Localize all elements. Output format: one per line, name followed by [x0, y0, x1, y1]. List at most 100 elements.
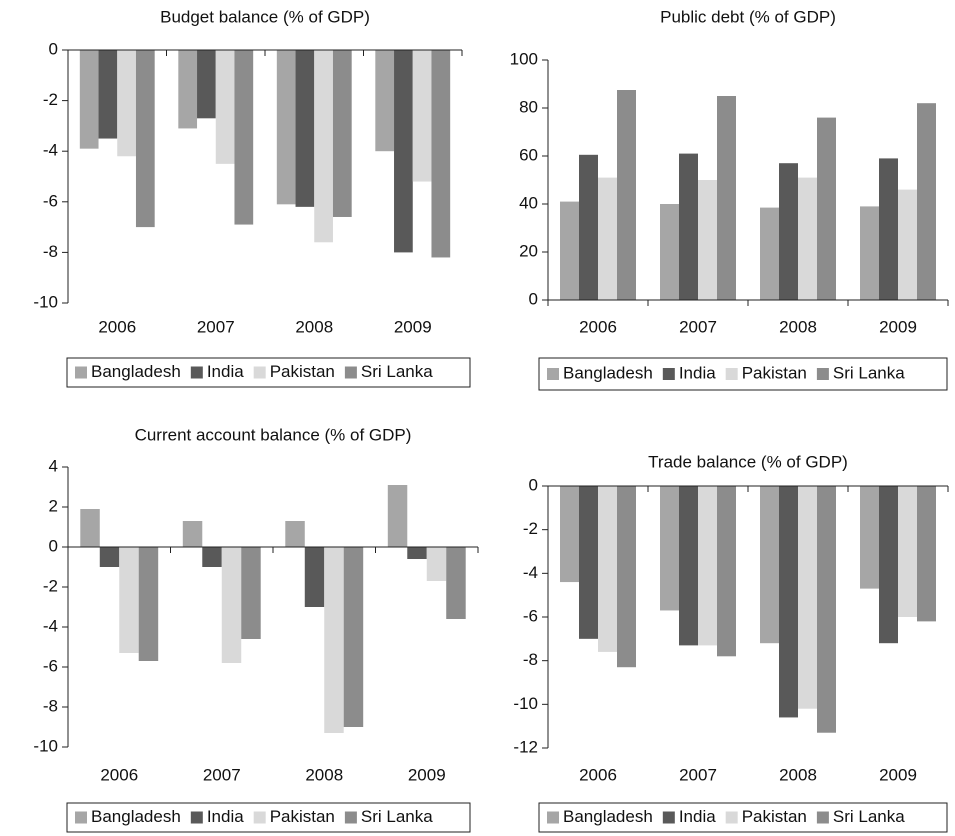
- y-tick-label: -6: [43, 191, 58, 210]
- bar: [182, 521, 203, 547]
- legend-label: Bangladesh: [91, 807, 181, 826]
- legend-swatch: [547, 811, 559, 824]
- bar: [717, 486, 736, 657]
- bar: [679, 486, 698, 646]
- legend-swatch: [344, 366, 357, 379]
- x-tick-label: 2008: [295, 317, 333, 336]
- legend-label: Pakistan: [270, 807, 335, 826]
- bar: [215, 50, 235, 164]
- legend-swatch: [816, 368, 829, 380]
- y-tick-label: 100: [510, 49, 538, 68]
- legend-box: [538, 802, 948, 833]
- y-tick-label: -10: [513, 694, 538, 713]
- y-tick-label: -8: [43, 242, 58, 261]
- bar: [879, 158, 898, 300]
- x-tick-label: 2009: [879, 765, 917, 784]
- bar: [917, 486, 936, 622]
- legend-label: Pakistan: [742, 363, 807, 382]
- bar: [304, 547, 325, 607]
- x-tick-label: 2008: [779, 317, 817, 336]
- bar: [698, 486, 717, 646]
- bar: [394, 50, 413, 253]
- legend-swatch: [816, 811, 829, 824]
- bar: [860, 486, 879, 589]
- chart-title: Budget balance (% of GDP): [160, 7, 370, 26]
- x-tick-label: 2009: [879, 317, 917, 336]
- legend-swatch: [344, 811, 357, 824]
- chart-title: Current account balance (% of GDP): [135, 425, 412, 444]
- bar: [426, 547, 447, 581]
- legend-label: India: [207, 362, 244, 381]
- legend-swatch: [75, 366, 87, 379]
- bar: [178, 50, 198, 129]
- y-tick-label: 0: [529, 475, 538, 494]
- x-tick-label: 2007: [197, 317, 235, 336]
- legend-swatch: [190, 811, 203, 824]
- bar: [285, 521, 305, 547]
- bar: [431, 50, 451, 258]
- legend-label: Bangladesh: [563, 807, 653, 826]
- legend-swatch: [662, 368, 675, 380]
- bar: [898, 486, 917, 617]
- bar: [99, 547, 120, 567]
- bar: [221, 547, 242, 663]
- legend-swatch: [253, 366, 266, 379]
- x-tick-label: 2006: [100, 765, 138, 784]
- y-tick-label: 0: [49, 39, 58, 58]
- x-tick-label: 2006: [98, 317, 136, 336]
- y-tick-label: 0: [529, 289, 538, 308]
- bar: [332, 50, 352, 217]
- legend-swatch: [190, 366, 203, 379]
- bar: [898, 189, 917, 300]
- legend-label: Sri Lanka: [361, 362, 433, 381]
- chart-title: Trade balance (% of GDP): [648, 452, 848, 471]
- bar: [617, 486, 636, 668]
- y-tick-label: -8: [43, 696, 58, 715]
- bar: [760, 486, 779, 644]
- x-tick-label: 2009: [408, 765, 446, 784]
- bar: [798, 177, 817, 300]
- x-tick-label: 2006: [579, 317, 617, 336]
- bar: [241, 547, 261, 639]
- legend-box: [66, 357, 471, 388]
- legend-box: [66, 802, 471, 833]
- bar: [295, 50, 315, 207]
- y-tick-label: -10: [33, 292, 58, 311]
- bar: [412, 50, 432, 182]
- y-tick-label: 2: [49, 496, 58, 515]
- y-tick-label: 20: [519, 241, 538, 260]
- bar: [119, 547, 139, 653]
- bar: [80, 509, 100, 547]
- bar: [197, 50, 216, 119]
- bar: [817, 117, 836, 300]
- y-tick-label: -10: [33, 736, 58, 755]
- bar: [560, 486, 579, 583]
- legend-label: India: [679, 363, 716, 382]
- y-tick-label: 40: [519, 193, 538, 212]
- y-tick-label: -8: [523, 650, 538, 669]
- bar: [698, 180, 717, 300]
- x-tick-label: 2008: [305, 765, 343, 784]
- x-tick-label: 2006: [579, 765, 617, 784]
- y-tick-label: 60: [519, 145, 538, 164]
- bar: [717, 96, 736, 300]
- bar: [407, 547, 427, 559]
- legend-label: Bangladesh: [563, 363, 653, 382]
- bar: [234, 50, 254, 225]
- bar: [135, 50, 155, 228]
- bar: [560, 201, 579, 300]
- bar: [324, 547, 344, 733]
- bar: [917, 103, 936, 300]
- bar: [343, 547, 364, 727]
- y-tick-label: -4: [523, 563, 538, 582]
- chart-title: Public debt (% of GDP): [660, 7, 836, 26]
- legend-swatch: [662, 811, 675, 824]
- bar: [598, 486, 617, 652]
- y-tick-label: -6: [43, 656, 58, 675]
- legend-swatch: [547, 368, 559, 380]
- y-tick-label: 80: [519, 97, 538, 116]
- x-tick-label: 2007: [679, 765, 717, 784]
- legend-box: [538, 357, 948, 391]
- x-tick-label: 2009: [394, 317, 432, 336]
